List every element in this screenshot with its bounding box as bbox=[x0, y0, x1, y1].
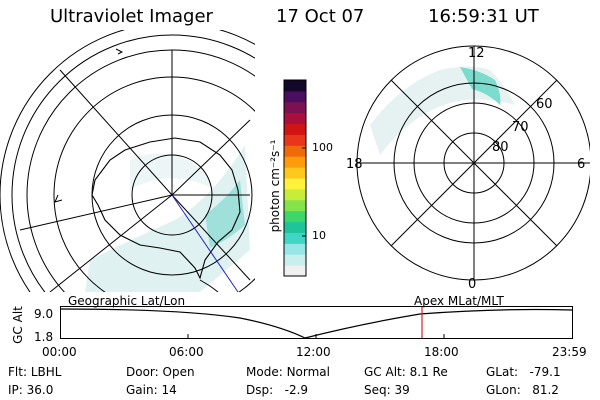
gcalt-value: 8.1 Re bbox=[409, 365, 448, 379]
mlt-label-0: 0 bbox=[468, 277, 477, 292]
time-tick-1200: 12:00 bbox=[296, 345, 331, 359]
timeline-axis-title: GC Alt bbox=[11, 306, 25, 344]
glon-status: GLon: 81.2 bbox=[486, 383, 559, 397]
altitude-timeline-plot bbox=[60, 306, 573, 339]
glat-value: -79.1 bbox=[529, 365, 561, 379]
altitude-curve bbox=[60, 308, 573, 339]
colorbar-band bbox=[284, 232, 306, 244]
time-tick-2359: 23:59 bbox=[552, 345, 587, 359]
ip-status: IP: 36.0 bbox=[8, 383, 54, 397]
dsp-value: -2.9 bbox=[284, 383, 309, 397]
mode-value: Normal bbox=[286, 365, 330, 379]
colorbar-band bbox=[284, 123, 306, 135]
mlt-label-6: 6 bbox=[577, 157, 586, 172]
colorbar-band bbox=[284, 90, 306, 103]
glat-status: GLat: -79.1 bbox=[486, 365, 561, 379]
peninsula-coastline bbox=[199, 279, 219, 292]
colorbar-unit-label: photon cm⁻²s⁻¹ bbox=[268, 139, 282, 233]
instrument-title: Ultraviolet Imager bbox=[50, 6, 213, 27]
seq-value: 39 bbox=[394, 383, 410, 397]
mode-status: Mode: Normal bbox=[246, 365, 330, 379]
longitude-meridians bbox=[19, 50, 251, 292]
time-tick-1800: 18:00 bbox=[424, 345, 459, 359]
glon-value: 81.2 bbox=[532, 383, 559, 397]
direction-ticks bbox=[54, 48, 124, 203]
timeline-y-top: 9.0 bbox=[34, 307, 54, 321]
colorbar-band bbox=[284, 134, 306, 146]
filter-status: Flt: LBHL bbox=[8, 365, 62, 379]
time-tick-0000: 00:00 bbox=[42, 345, 77, 359]
colorbar-band bbox=[284, 265, 306, 277]
door-value: Open bbox=[162, 365, 195, 379]
gain-status: Gain: 14 bbox=[126, 383, 177, 397]
timeline-left-caption: Geographic Lat/Lon bbox=[68, 294, 186, 308]
colorbar-band bbox=[284, 156, 306, 168]
auroral-oval-bright bbox=[460, 67, 501, 105]
gain-value: 14 bbox=[161, 383, 177, 397]
door-status: Door: Open bbox=[126, 365, 195, 379]
colorbar-tick-100: 100 bbox=[312, 141, 333, 154]
polar-mlat-mlt-map bbox=[356, 45, 590, 281]
observation-time: 16:59:31 UT bbox=[428, 6, 539, 27]
timeline-y-bottom: 1.8 bbox=[34, 330, 54, 344]
colorbar-tick-10: 10 bbox=[312, 229, 326, 242]
colorbar-band bbox=[284, 188, 306, 201]
colorbar-band bbox=[284, 167, 306, 179]
gcalt-status: GC Alt: 8.1 Re bbox=[364, 365, 448, 379]
mlat-label-70: 70 bbox=[512, 120, 529, 135]
mlat-label-60: 60 bbox=[536, 97, 553, 112]
colorbar-band bbox=[284, 199, 306, 212]
mlt-label-12: 12 bbox=[468, 46, 485, 61]
timeline-frame bbox=[60, 306, 573, 339]
timeline-right-caption: Apex MLat/MLT bbox=[414, 294, 504, 308]
filter-value: LBHL bbox=[30, 365, 62, 379]
continent-coastline bbox=[91, 137, 241, 280]
observation-date: 17 Oct 07 bbox=[276, 6, 365, 27]
colorbar-band bbox=[284, 210, 306, 223]
colorbar-band bbox=[284, 80, 306, 92]
geographic-map bbox=[0, 30, 255, 292]
colorbar-band bbox=[284, 254, 306, 266]
aurora-bright-region bbox=[205, 180, 245, 248]
ip-value: 36.0 bbox=[26, 383, 54, 397]
mlat-label-80: 80 bbox=[492, 140, 509, 155]
ground-track-line bbox=[171, 194, 239, 292]
colorbar-band bbox=[284, 243, 306, 255]
colorbar-band bbox=[284, 112, 306, 125]
mlt-spokes bbox=[357, 46, 590, 280]
mlt-label-18: 18 bbox=[346, 157, 363, 172]
colorbar-band bbox=[284, 101, 306, 114]
colorbar-band bbox=[284, 145, 306, 157]
colorbar-scale bbox=[283, 79, 307, 277]
colorbar-band bbox=[284, 221, 306, 233]
dsp-status: Dsp: -2.9 bbox=[246, 383, 309, 397]
seq-status: Seq: 39 bbox=[364, 383, 410, 397]
colorbar-band bbox=[284, 178, 306, 190]
time-tick-0600: 06:00 bbox=[169, 345, 204, 359]
